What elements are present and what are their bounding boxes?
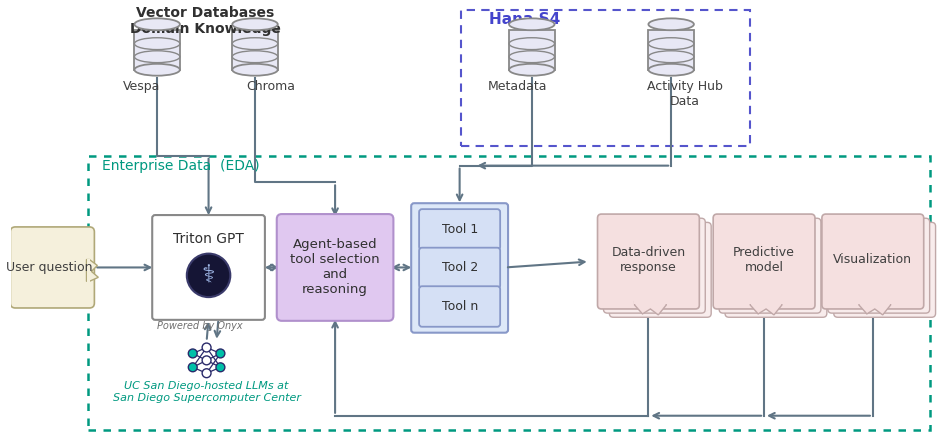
Polygon shape <box>509 30 555 70</box>
Text: Visualization: Visualization <box>834 253 912 266</box>
Text: Triton GPT: Triton GPT <box>173 232 244 246</box>
Text: Vespa: Vespa <box>122 80 160 93</box>
Text: Hana S4: Hana S4 <box>489 12 560 27</box>
FancyBboxPatch shape <box>609 222 711 317</box>
Ellipse shape <box>135 19 180 30</box>
Ellipse shape <box>648 19 694 30</box>
FancyBboxPatch shape <box>419 209 500 250</box>
Circle shape <box>188 349 197 358</box>
FancyBboxPatch shape <box>719 218 820 313</box>
Ellipse shape <box>509 19 555 30</box>
Text: User question: User question <box>7 261 92 274</box>
Text: Agent-based
tool selection
and
reasoning: Agent-based tool selection and reasoning <box>290 239 380 296</box>
Ellipse shape <box>648 64 694 76</box>
Polygon shape <box>648 30 694 70</box>
Text: Enterprise Data  (EDA): Enterprise Data (EDA) <box>102 159 259 173</box>
Text: Vector Databases
Domain Knowledge: Vector Databases Domain Knowledge <box>130 5 281 36</box>
Text: ⚕: ⚕ <box>202 263 216 288</box>
Text: Metadata: Metadata <box>488 80 547 93</box>
Polygon shape <box>750 301 782 315</box>
Circle shape <box>203 369 211 377</box>
Text: Tool 2: Tool 2 <box>442 262 478 274</box>
FancyBboxPatch shape <box>828 218 930 313</box>
FancyBboxPatch shape <box>713 214 815 309</box>
Polygon shape <box>87 260 98 281</box>
FancyBboxPatch shape <box>277 214 394 321</box>
Bar <box>461 11 750 146</box>
FancyBboxPatch shape <box>412 203 508 333</box>
FancyBboxPatch shape <box>604 218 706 313</box>
Ellipse shape <box>233 19 278 30</box>
Ellipse shape <box>233 64 278 76</box>
Text: Chroma: Chroma <box>246 80 296 93</box>
Polygon shape <box>135 30 180 70</box>
Bar <box>88 156 930 430</box>
Circle shape <box>187 254 230 297</box>
Circle shape <box>203 343 211 352</box>
FancyBboxPatch shape <box>419 248 500 288</box>
Polygon shape <box>233 30 278 70</box>
Text: UC San Diego-hosted LLMs at
San Diego Supercomputer Center: UC San Diego-hosted LLMs at San Diego Su… <box>113 381 300 403</box>
Polygon shape <box>635 301 666 315</box>
Polygon shape <box>749 300 783 304</box>
Text: Powered by Onyx: Powered by Onyx <box>157 321 243 331</box>
FancyBboxPatch shape <box>725 222 827 317</box>
FancyBboxPatch shape <box>822 214 924 309</box>
Circle shape <box>216 363 225 372</box>
Ellipse shape <box>135 64 180 76</box>
Ellipse shape <box>509 64 555 76</box>
Circle shape <box>216 349 225 358</box>
Circle shape <box>203 356 211 365</box>
Polygon shape <box>88 258 90 282</box>
FancyBboxPatch shape <box>834 222 935 317</box>
Text: Tool 1: Tool 1 <box>442 223 478 236</box>
FancyBboxPatch shape <box>10 227 94 308</box>
Polygon shape <box>859 301 890 315</box>
Text: Tool n: Tool n <box>442 300 478 313</box>
FancyBboxPatch shape <box>419 286 500 327</box>
Text: Predictive
model: Predictive model <box>733 246 795 273</box>
FancyBboxPatch shape <box>153 215 265 320</box>
FancyBboxPatch shape <box>597 214 699 309</box>
Text: Data-driven
response: Data-driven response <box>611 246 686 273</box>
Polygon shape <box>858 300 891 304</box>
Polygon shape <box>634 300 667 304</box>
Text: Activity Hub
Data: Activity Hub Data <box>647 80 723 108</box>
Circle shape <box>188 363 197 372</box>
